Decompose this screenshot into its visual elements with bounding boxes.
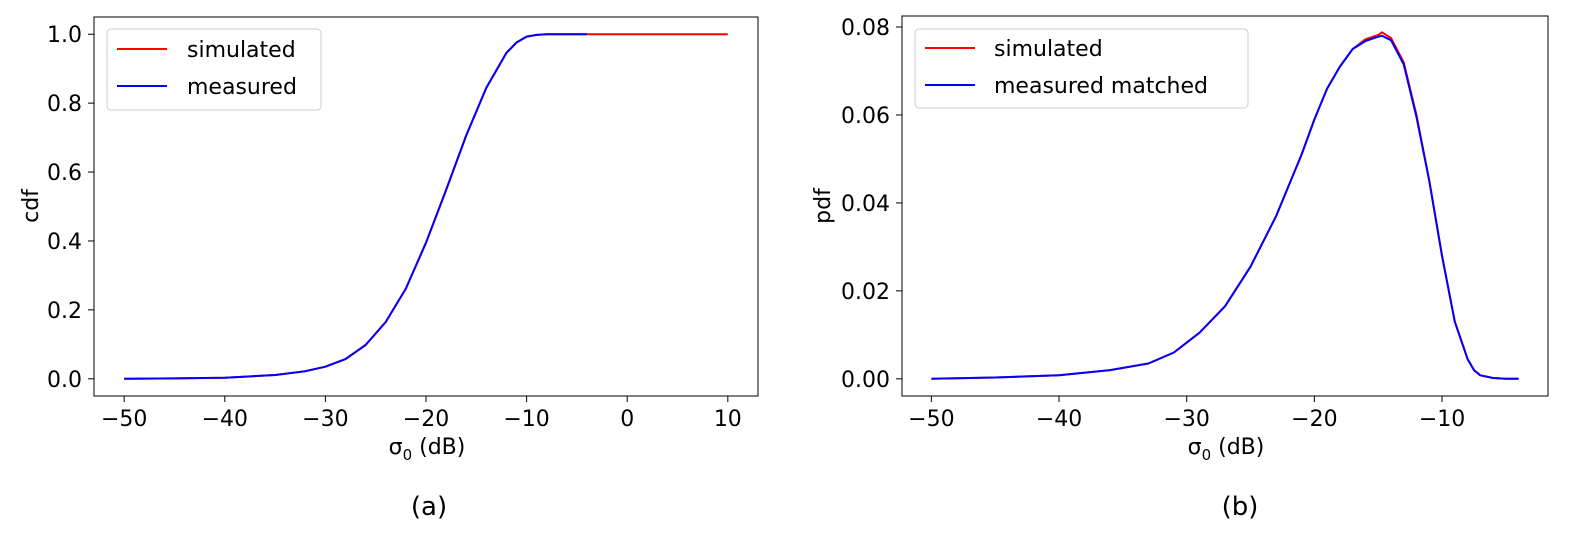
panel-b-y-tick-label: 0.00 [841, 368, 890, 393]
panel-a: −50 −40 −30 −20 −10 0 10 0.0 0.2 0.4 0.6 0.8 1.0 σ0… [19, 16, 759, 522]
panel-b-x-tick-label: −20 [1291, 407, 1337, 432]
panel-a-x-tick-label: −20 [403, 407, 449, 432]
panel-b-y-tick-label: 0.02 [841, 280, 890, 305]
panel-a-x-axis-label: σ0 (dB) [389, 435, 466, 464]
panel-b-legend-box [914, 28, 1249, 109]
panel-b-x-tick-label: −50 [908, 407, 954, 432]
panel-b-x-axis-label: σ0 (dB) [1188, 435, 1265, 464]
panel-b-plot-frame [901, 15, 1549, 397]
panel-a-x-ticks: −50 −40 −30 −20 −10 0 10 [101, 396, 742, 432]
panel-a-y-tick-label: 0.0 [47, 368, 82, 393]
panel-a-x-tick-label: −50 [101, 407, 147, 432]
panel-b-y-axis-label: pdf [811, 187, 836, 224]
panel-a-y-tick-label: 0.2 [47, 299, 82, 324]
panel-a-x-tick-label: 0 [620, 407, 634, 432]
panel-a-y-tick-label: 0.4 [47, 230, 82, 255]
panel-b-y-tick-label: 0.06 [841, 104, 890, 129]
panel-a-y-axis-label: cdf [19, 188, 44, 223]
panel-b-caption: (b) [1222, 492, 1259, 522]
panel-b-x-tick-label: −40 [1036, 407, 1082, 432]
panel-b-x-tick-label: −30 [1163, 407, 1209, 432]
panel-b-y-tick-label: 0.04 [841, 192, 890, 217]
panel-a-x-tick-label: −10 [503, 407, 549, 432]
panel-b-x-ticks: −50 −40 −30 −20 −10 [908, 396, 1465, 432]
panel-a-plot-lines [124, 33, 728, 380]
panel-a-x-tick-label: 10 [714, 407, 742, 432]
panel-a-x-tick-label: −30 [302, 407, 348, 432]
panel-b: −50 −40 −30 −20 −10 0.00 0.02 0.04 0.06 0.08 σ0 … [811, 15, 1549, 522]
panel-a-legend-label-simulated: simulated [187, 38, 296, 63]
panel-b-legend-label-measured-matched: measured matched [994, 74, 1208, 99]
panel-b-legend: simulated measured matched [914, 28, 1249, 109]
panel-a-legend: simulated measured [106, 28, 322, 111]
panel-a-legend-label-measured: measured [187, 75, 297, 100]
panel-b-y-ticks: 0.00 0.02 0.04 0.06 0.08 [841, 16, 902, 393]
panel-a-y-tick-label: 0.8 [47, 92, 82, 117]
panel-a-caption: (a) [411, 492, 447, 522]
panel-a-series-measured [124, 33, 587, 380]
panel-a-y-tick-label: 1.0 [47, 23, 82, 48]
panel-b-series-measured-matched [931, 34, 1519, 380]
panel-b-y-tick-label: 0.08 [841, 16, 890, 41]
panel-b-legend-label-simulated: simulated [994, 37, 1103, 62]
panel-a-y-ticks: 0.0 0.2 0.4 0.6 0.8 1.0 [47, 23, 94, 393]
panel-a-x-tick-label: −40 [202, 407, 248, 432]
panel-b-x-tick-label: −10 [1419, 407, 1465, 432]
panel-b-plot-lines [931, 31, 1519, 380]
panel-a-y-tick-label: 0.6 [47, 161, 82, 186]
